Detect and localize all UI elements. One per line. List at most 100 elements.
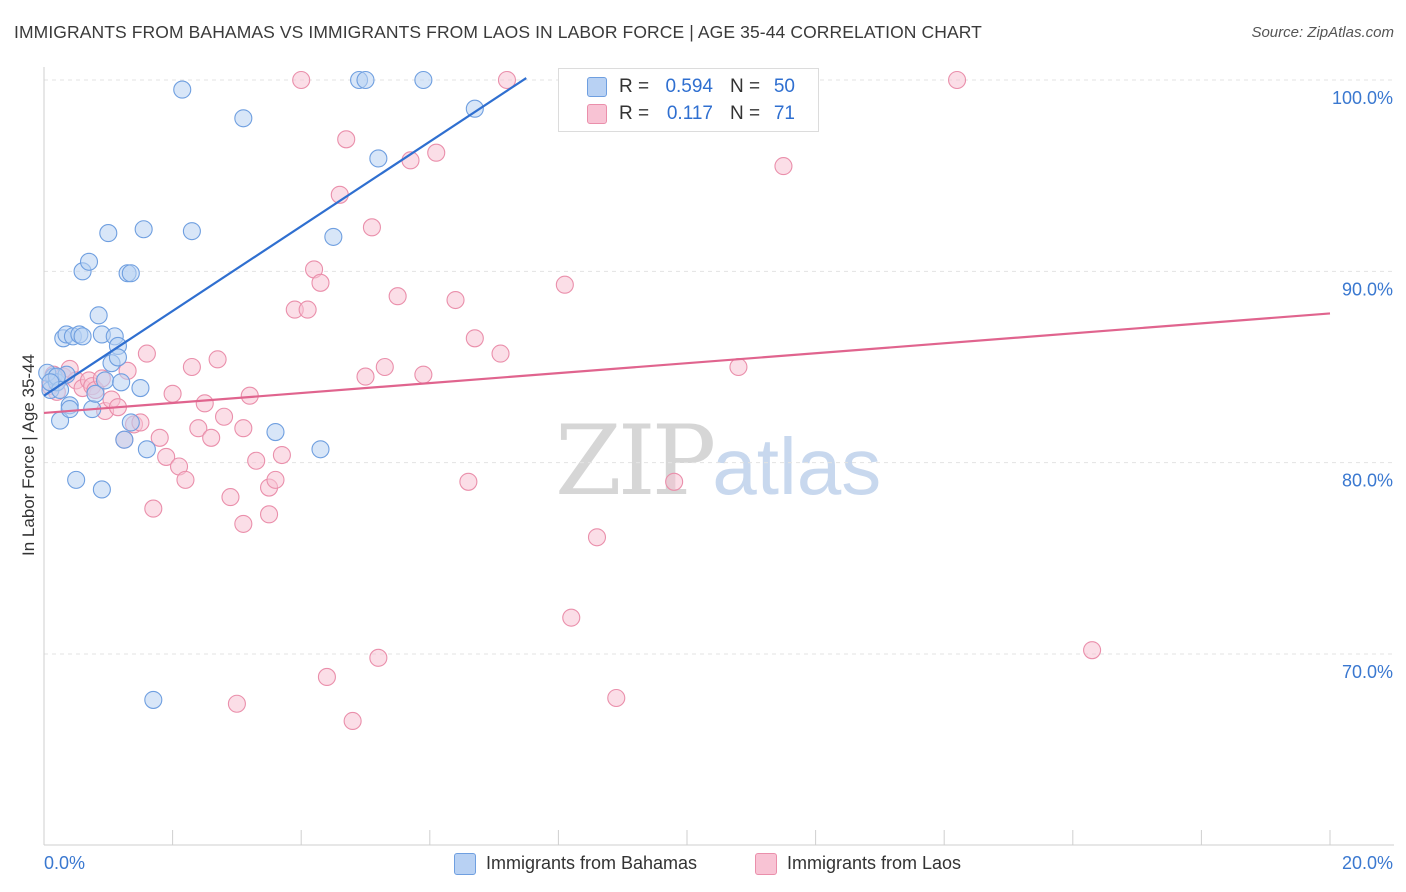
- y-tick-label: 90.0%: [1342, 279, 1393, 299]
- point-laos: [298, 300, 317, 319]
- legend-row-bahamas: R = 0.594 N = 50: [559, 73, 818, 101]
- point-laos: [150, 428, 169, 447]
- legend-bottom-swatch-bahamas: [454, 853, 476, 875]
- legend-row-laos: R = 0.117 N = 71: [559, 100, 818, 128]
- point-laos: [1083, 641, 1102, 660]
- point-bahamas: [182, 222, 201, 241]
- point-laos: [182, 357, 201, 377]
- point-laos: [356, 367, 375, 386]
- legend-n-label: N =: [730, 103, 761, 124]
- point-bahamas: [112, 373, 131, 392]
- point-bahamas: [96, 371, 115, 390]
- point-bahamas: [234, 109, 253, 128]
- legend-n-value-laos: 71: [773, 103, 795, 124]
- point-bahamas: [73, 327, 92, 346]
- point-laos: [369, 648, 388, 667]
- legend-r-value-bahamas: 0.594: [665, 76, 713, 97]
- point-laos: [562, 608, 581, 627]
- legend-label-laos: Immigrants from Laos: [787, 853, 962, 873]
- point-laos: [459, 472, 478, 491]
- point-laos: [948, 70, 967, 90]
- point-bahamas: [465, 99, 484, 118]
- point-bahamas: [99, 224, 118, 243]
- point-laos: [202, 428, 221, 447]
- point-bahamas: [92, 480, 111, 499]
- point-bahamas: [60, 400, 79, 419]
- point-laos: [292, 70, 311, 90]
- legend-r-label: R =: [619, 103, 650, 124]
- point-laos: [311, 273, 330, 292]
- point-laos: [137, 344, 156, 363]
- point-laos: [555, 275, 574, 294]
- x-tick-label-min: 0.0%: [44, 853, 85, 873]
- point-laos: [144, 499, 163, 518]
- point-bahamas: [79, 252, 99, 271]
- point-laos: [729, 357, 748, 377]
- point-laos: [774, 157, 793, 176]
- point-laos: [163, 384, 182, 403]
- point-laos: [607, 688, 626, 708]
- point-laos: [221, 488, 240, 507]
- point-bahamas: [311, 440, 330, 459]
- watermark-zip: ZIP: [555, 405, 716, 517]
- legend-swatch-laos: [587, 104, 607, 124]
- point-bahamas: [89, 306, 108, 325]
- point-laos: [247, 451, 266, 470]
- point-laos: [227, 694, 246, 713]
- legend-swatch-bahamas: [587, 77, 607, 97]
- point-bahamas: [134, 220, 153, 239]
- legend-n-label: N =: [730, 76, 761, 97]
- point-laos: [375, 357, 394, 377]
- point-bahamas: [173, 80, 192, 99]
- point-laos: [189, 419, 208, 438]
- chart-title: IMMIGRANTS FROM BAHAMAS VS IMMIGRANTS FR…: [14, 22, 982, 42]
- point-bahamas: [266, 423, 285, 442]
- point-laos: [208, 350, 227, 369]
- source-label: Source: ZipAtlas.com: [1251, 24, 1394, 41]
- point-laos: [414, 365, 433, 384]
- point-bahamas: [369, 149, 388, 168]
- point-laos: [259, 505, 279, 524]
- point-laos: [195, 394, 214, 413]
- point-laos: [234, 514, 253, 533]
- point-laos: [362, 218, 381, 237]
- point-bahamas: [115, 430, 134, 449]
- x-tick-label-max: 20.0%: [1342, 853, 1393, 873]
- point-bahamas: [144, 690, 163, 709]
- point-laos: [176, 470, 195, 489]
- point-laos: [446, 290, 465, 310]
- point-laos: [214, 407, 234, 426]
- point-bahamas: [108, 348, 127, 367]
- legend-label-bahamas: Immigrants from Bahamas: [486, 853, 698, 873]
- legend-bottom-swatch-laos: [755, 853, 777, 875]
- watermark-atlas: atlas: [712, 422, 882, 511]
- y-tick-label: 100.0%: [1332, 88, 1393, 108]
- point-laos: [587, 528, 607, 547]
- y-tick-label: 70.0%: [1342, 662, 1393, 682]
- point-laos: [497, 70, 517, 90]
- y-tick-label: 80.0%: [1342, 471, 1393, 491]
- point-bahamas: [121, 413, 140, 432]
- point-laos: [317, 667, 336, 687]
- point-laos: [343, 711, 362, 731]
- point-bahamas: [137, 440, 156, 459]
- point-bahamas: [67, 470, 86, 489]
- point-bahamas: [414, 70, 433, 90]
- point-bahamas: [121, 264, 140, 283]
- legend-r-label: R =: [619, 76, 650, 97]
- legend-n-value-bahamas: 50: [773, 76, 795, 97]
- point-laos: [388, 287, 407, 306]
- point-bahamas: [86, 384, 105, 403]
- point-laos: [491, 344, 510, 363]
- point-laos: [266, 470, 285, 489]
- watermark: ZIPatlas: [555, 405, 881, 517]
- point-laos: [272, 445, 291, 465]
- point-bahamas: [356, 70, 375, 90]
- point-laos: [465, 329, 484, 348]
- point-laos: [234, 419, 253, 438]
- point-laos: [665, 472, 684, 491]
- point-laos: [337, 130, 356, 149]
- point-bahamas: [324, 227, 343, 246]
- trendline-bahamas: [43, 77, 527, 397]
